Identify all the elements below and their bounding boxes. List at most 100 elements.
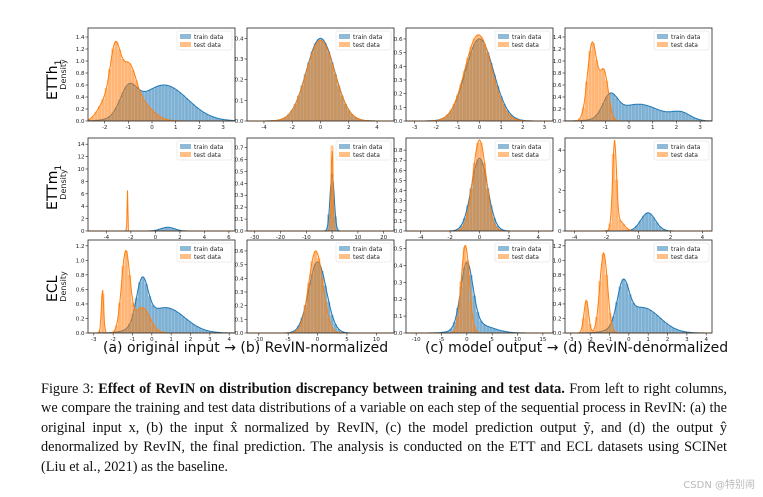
- x-tick-label: -1: [130, 337, 135, 343]
- hist-bar: [459, 225, 463, 231]
- hist-bar: [605, 329, 609, 333]
- x-tick-label: 4: [704, 337, 708, 343]
- hist-bar: [601, 330, 605, 333]
- y-tick-label: 0.6: [394, 37, 403, 43]
- hist-bar: [158, 229, 162, 231]
- y-tick-label: 0.3: [394, 199, 403, 205]
- hist-bar: [509, 116, 513, 121]
- x-tick-label: -3: [412, 125, 418, 131]
- legend-test-swatch: [498, 42, 509, 47]
- hist-bar: [595, 114, 599, 121]
- hist-bar: [608, 102, 612, 121]
- hist-bar: [671, 111, 675, 121]
- hist-bar: [101, 99, 105, 121]
- x-tick-label: 5: [490, 337, 494, 343]
- y-tick-label: 0.4: [235, 181, 244, 187]
- hist-bar: [134, 80, 138, 121]
- hist-bar: [661, 320, 665, 333]
- hist-bar: [492, 74, 496, 121]
- legend-train-swatch: [339, 144, 350, 149]
- hist-bar: [578, 118, 582, 121]
- hist-bar: [303, 75, 307, 121]
- hist-bar: [506, 110, 510, 121]
- hist-bar: [151, 88, 155, 121]
- plot-frame: [405, 239, 554, 334]
- y-tick-label: 0.3: [394, 280, 403, 286]
- hist-bar: [469, 52, 473, 122]
- hist-bar: [651, 107, 655, 121]
- y-tick-label: 0.8: [394, 148, 403, 154]
- y-tick-label: 2: [81, 217, 85, 223]
- hist-bar: [459, 83, 463, 121]
- hist-bar: [506, 113, 510, 121]
- hist-bar: [675, 329, 679, 333]
- hist-bar: [148, 317, 152, 333]
- hist-bar: [327, 318, 331, 333]
- legend-train-label: train data: [194, 34, 224, 41]
- hist-bar: [661, 111, 665, 121]
- hist-bar: [131, 313, 135, 333]
- hist-bar: [605, 96, 609, 121]
- test-series: [247, 39, 394, 122]
- kde-fill: [565, 212, 712, 231]
- hist-bar: [516, 119, 520, 121]
- kde-fill: [247, 261, 394, 333]
- hist-bar: [283, 117, 287, 121]
- y-tick-label: 0.4: [394, 64, 403, 70]
- hist-bar: [128, 275, 132, 333]
- hist-bar: [476, 34, 480, 121]
- hist-bar: [154, 114, 158, 121]
- y-tick-label: 0.7: [235, 146, 244, 152]
- watermark: CSDN @特别闹: [683, 480, 755, 491]
- hist-bar: [472, 162, 476, 231]
- hist-bar: [141, 91, 145, 121]
- hist-bar: [506, 331, 510, 333]
- x-tick-label: 2: [189, 337, 193, 343]
- kde-fill: [88, 227, 235, 231]
- y-tick-label: 0.0: [394, 229, 403, 235]
- hist-bar: [499, 100, 503, 121]
- hist-bar: [621, 279, 625, 333]
- hist-bar: [598, 70, 602, 121]
- test-series: [406, 139, 553, 232]
- hist-bar: [357, 118, 361, 121]
- hist-bar: [489, 205, 493, 231]
- plot-frame: [87, 27, 236, 122]
- kde-fill: [88, 250, 235, 333]
- hist-bar: [307, 289, 311, 333]
- caption-body: From left to right columns, we compare t…: [41, 381, 727, 475]
- hist-bar: [208, 331, 212, 333]
- y-tick-label: 0.3: [235, 57, 244, 63]
- hist-bar: [108, 116, 112, 121]
- x-tick-label: 20: [380, 235, 387, 241]
- kde-line: [88, 82, 235, 122]
- legend-train-swatch: [339, 246, 350, 251]
- x-tick-label: 0: [150, 337, 154, 343]
- hist-bar: [618, 219, 622, 231]
- y-tick-label: 0.0: [235, 119, 244, 125]
- train-series: [88, 82, 235, 122]
- hist-bar: [280, 118, 284, 121]
- figure-panels: -2 -1 0 1 2 30.00.20.40.60.81.01.21.4Densityt…: [59, 27, 713, 343]
- x-tick-label: 10: [373, 337, 380, 343]
- legend-train-label: train data: [353, 246, 383, 253]
- x-tick-label: -2: [434, 125, 439, 131]
- x-tick-label: 1: [651, 125, 655, 131]
- hist-bar: [489, 62, 493, 121]
- hist-bar: [588, 324, 592, 333]
- hist-bar: [323, 301, 327, 333]
- legend-test-swatch: [339, 254, 350, 259]
- x-tick-label: 1: [646, 337, 650, 343]
- y-tick-label: 0.4: [235, 276, 244, 282]
- hist-bar: [121, 92, 125, 121]
- y-tick-label: 3: [558, 168, 562, 174]
- hist-bar: [648, 106, 652, 121]
- row-label-ecl: ECL: [42, 276, 61, 302]
- hist-bar: [472, 326, 476, 333]
- hist-bar: [168, 308, 172, 333]
- x-tick-label: 2: [178, 235, 182, 241]
